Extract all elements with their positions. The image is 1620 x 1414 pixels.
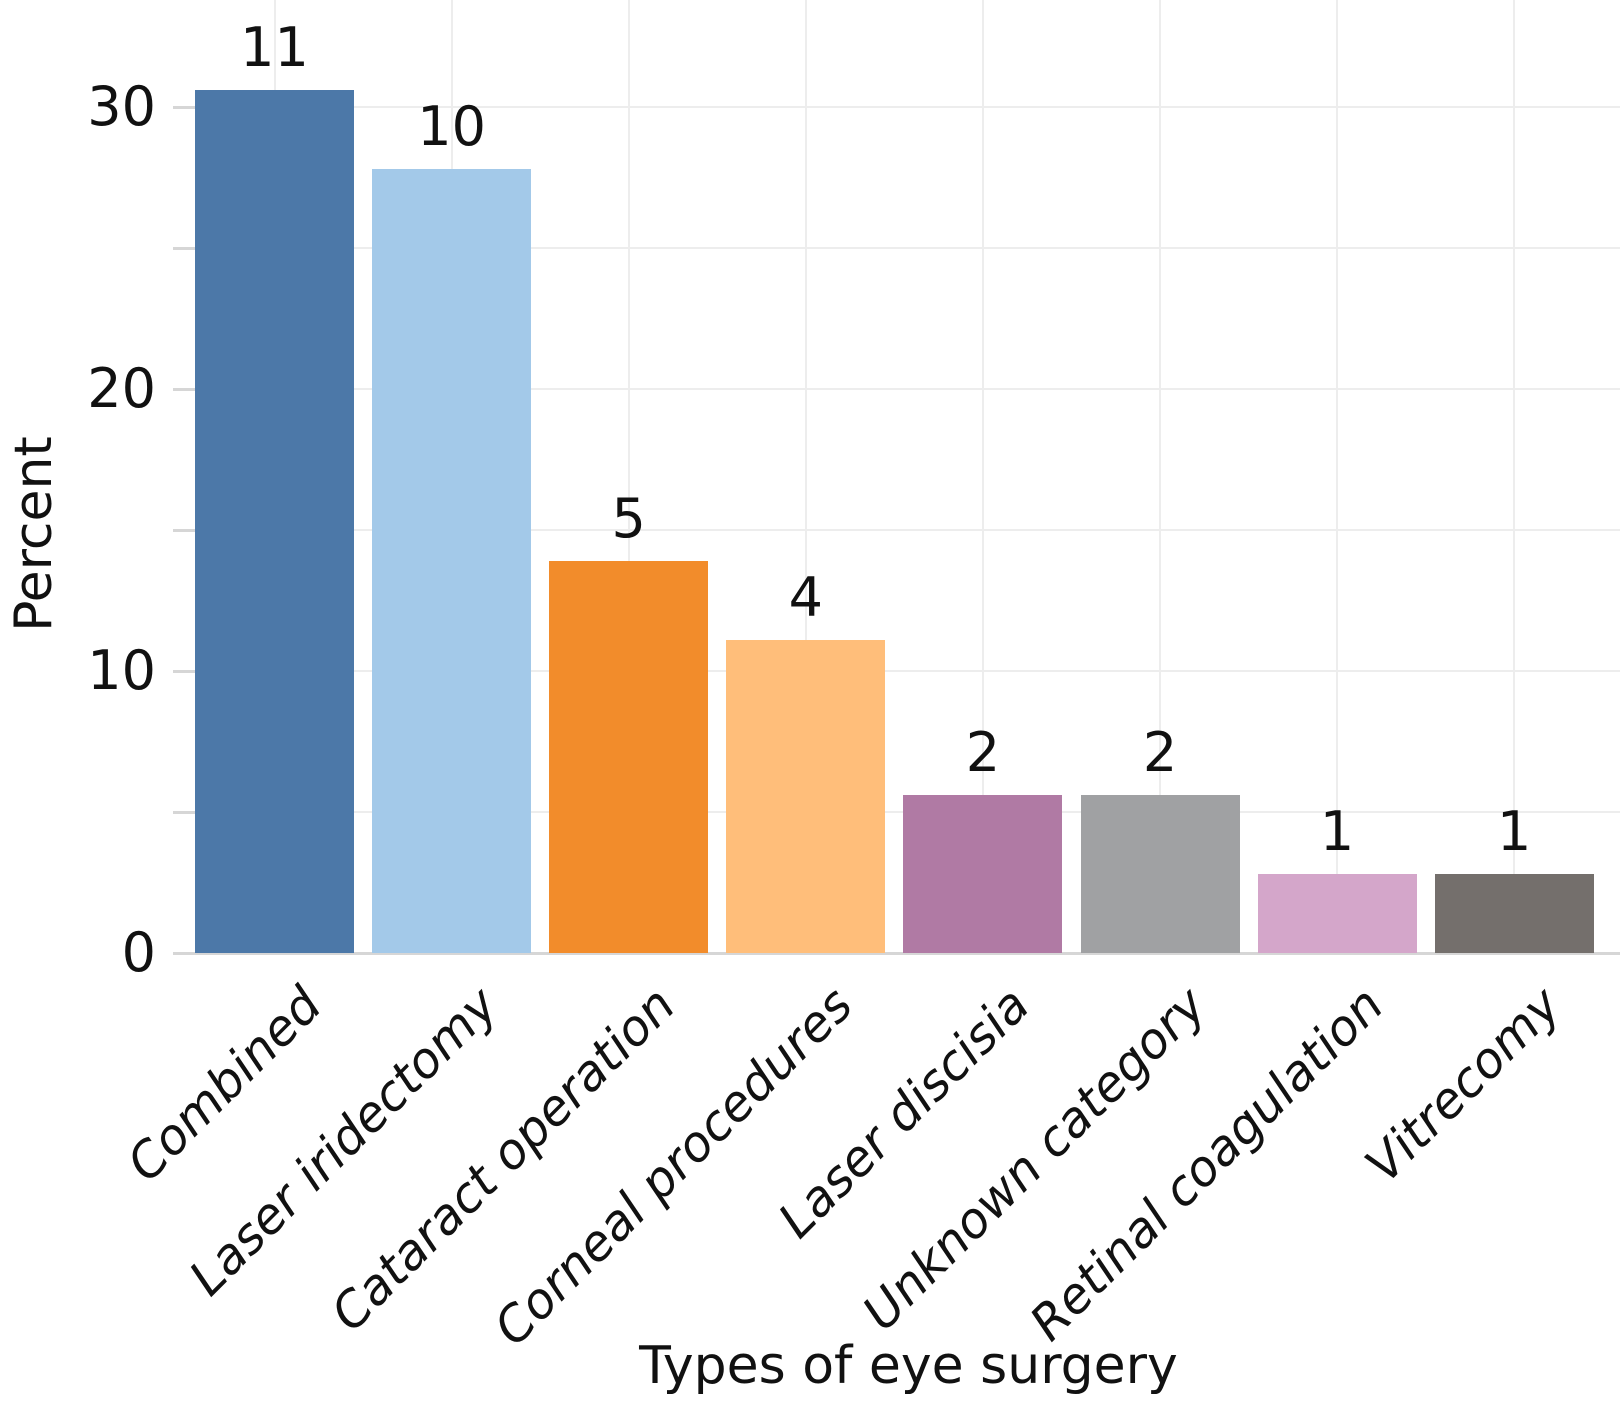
horizontal-gridline [197, 529, 1620, 531]
x-category-label: Retinal coagulation [1019, 976, 1395, 1352]
x-category-label: Cataract operation [320, 976, 687, 1343]
bar [1257, 874, 1417, 953]
bar-value-label: 11 [240, 16, 309, 80]
bar [372, 169, 532, 953]
vertical-gridline [1159, 0, 1161, 953]
x-axis-line [173, 952, 1620, 955]
x-axis-title: Types of eye surgery [639, 1336, 1178, 1396]
y-axis-tick [173, 529, 197, 532]
y-axis-title: Percent [4, 436, 64, 632]
x-category-label: Laser iridectomy [178, 976, 510, 1307]
bar-value-label: 10 [417, 95, 486, 159]
vertical-gridline [1513, 0, 1516, 953]
bar-value-label: 1 [1497, 800, 1532, 864]
bar-value-label: 2 [965, 721, 1001, 785]
y-tick-label: 10 [87, 639, 156, 702]
y-axis-tick [173, 670, 197, 673]
y-tick-label: 30 [87, 75, 156, 138]
bar-value-label: 4 [788, 565, 823, 629]
vertical-gridline [1336, 0, 1339, 953]
bar [195, 90, 354, 953]
y-axis-tick [173, 811, 197, 814]
y-axis-tick [173, 106, 197, 109]
horizontal-gridline [197, 247, 1620, 249]
bar-value-label: 1 [1319, 800, 1355, 864]
bar [903, 795, 1063, 953]
y-axis-tick [173, 388, 197, 391]
y-tick-label: 20 [87, 357, 156, 420]
y-axis-tick [173, 247, 197, 250]
vertical-gridline [804, 0, 807, 953]
bar [1080, 795, 1240, 953]
y-tick-label: 0 [121, 921, 156, 984]
vertical-gridline [981, 0, 984, 953]
vertical-gridline [627, 0, 630, 953]
bar-value-label: 5 [611, 487, 646, 551]
horizontal-gridline [197, 106, 1620, 108]
horizontal-gridline [197, 388, 1620, 390]
x-category-label: Unknown category [852, 976, 1218, 1342]
bar [549, 561, 709, 953]
bar-value-label: 2 [1142, 721, 1178, 785]
bar [1434, 874, 1594, 953]
bar [726, 639, 886, 953]
horizontal-gridline [197, 670, 1620, 672]
x-category-label: Corneal procedures [482, 976, 864, 1357]
